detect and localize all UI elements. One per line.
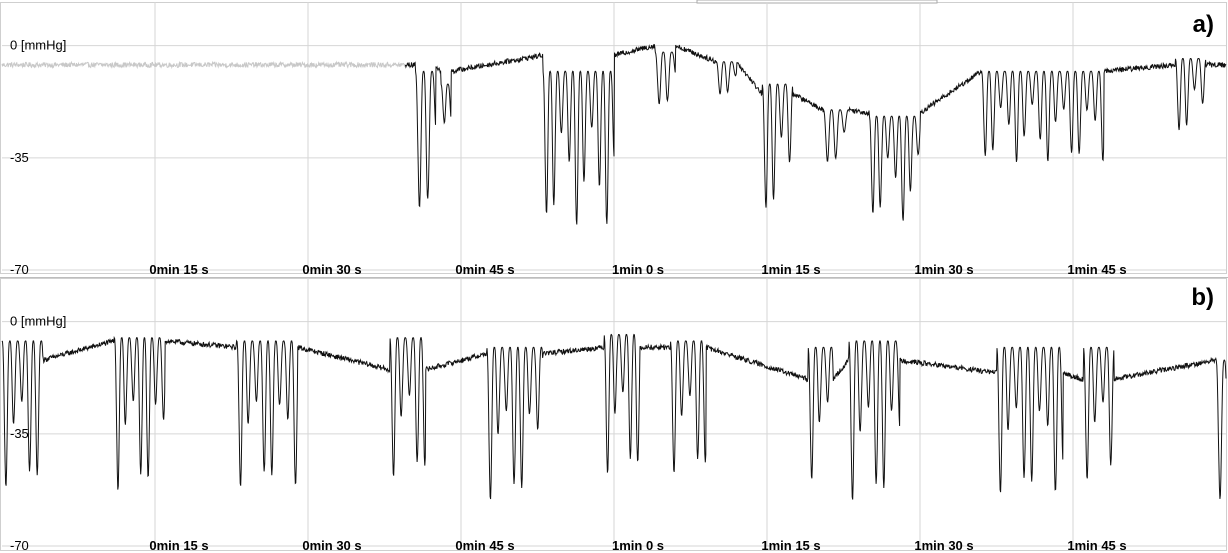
x-tick-label: 1min 15 s — [761, 262, 820, 277]
panel-a-label: a) — [1193, 11, 1214, 38]
x-tick-label: 1min 0 s — [612, 538, 664, 553]
x-tick-label: 1min 15 s — [761, 538, 820, 553]
panel-b-y-tick-labels: 0 [mmHg] -35 -70 — [10, 314, 66, 553]
panel-b-x-tick-labels: 0min 15 s 0min 30 s 0min 45 s 1min 0 s 1min … — [149, 538, 1126, 553]
panel-a-y-tick-labels: 0 [mmHg] -35 -70 — [10, 38, 66, 277]
y-tick-label: 0 [mmHg] — [10, 38, 66, 53]
x-tick-label: 1min 45 s — [1067, 262, 1126, 277]
x-tick-label: 1min 0 s — [612, 262, 664, 277]
y-tick-label: -35 — [10, 150, 29, 165]
x-tick-label: 1min 45 s — [1067, 538, 1126, 553]
x-tick-label: 0min 30 s — [302, 262, 361, 277]
y-tick-label: -70 — [10, 538, 29, 553]
x-tick-label: 0min 15 s — [149, 262, 208, 277]
x-tick-label: 1min 30 s — [914, 538, 973, 553]
panel-a: 0 [mmHg] -35 -70 0min 15 s 0min 30 s 0min 45… — [0, 0, 1227, 277]
panel-b-label: b) — [1191, 284, 1214, 311]
x-tick-label: 1min 30 s — [914, 262, 973, 277]
x-tick-label: 0min 15 s — [149, 538, 208, 553]
trace-main-segment — [404, 43, 1227, 225]
x-tick-label: 0min 45 s — [455, 262, 514, 277]
y-tick-label: 0 [mmHg] — [10, 314, 66, 329]
x-tick-label: 0min 30 s — [302, 538, 361, 553]
panel-a-x-tick-labels: 0min 15 s 0min 30 s 0min 45 s 1min 0 s 1min … — [149, 262, 1126, 277]
panel-a-grid — [2, 2, 1226, 271]
x-tick-label: 0min 45 s — [455, 538, 514, 553]
trace-early-segment — [1, 60, 406, 70]
top-scroll-tab[interactable] — [696, 0, 938, 4]
y-tick-label: -35 — [10, 426, 29, 441]
panel-b-trace — [1, 333, 1227, 500]
panel-b-grid — [2, 278, 1226, 547]
panel-b: 0 [mmHg] -35 -70 0min 15 s 0min 30 s 0min 45… — [0, 278, 1227, 553]
panel-a-trace — [1, 43, 1227, 225]
y-tick-label: -70 — [10, 262, 29, 277]
trace-main-segment — [1, 333, 1227, 500]
